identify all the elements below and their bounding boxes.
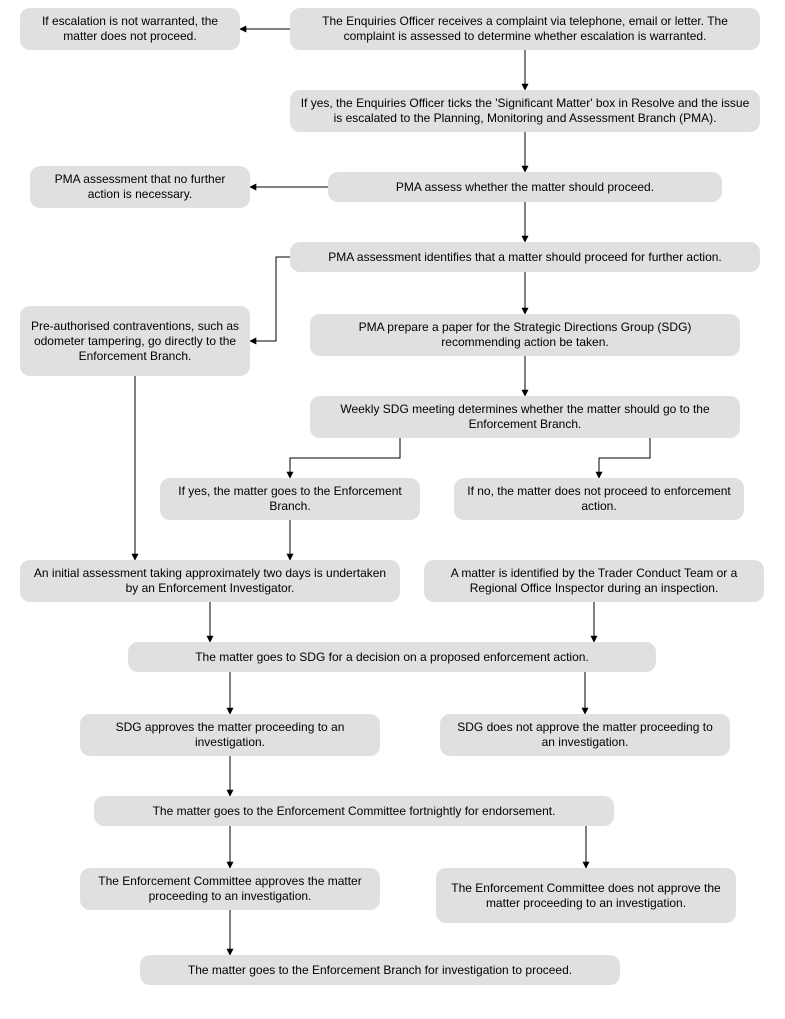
- node-label: If yes, the matter goes to the Enforceme…: [170, 484, 410, 514]
- flowchart-edge: [599, 438, 650, 478]
- node-label: If no, the matter does not proceed to en…: [464, 484, 734, 514]
- node-label: If escalation is not warranted, the matt…: [30, 14, 230, 44]
- flowchart-node: An initial assessment taking approximate…: [20, 560, 400, 602]
- node-label: The Enforcement Committee approves the m…: [90, 874, 370, 904]
- node-label: The matter goes to the Enforcement Branc…: [188, 963, 572, 978]
- node-label: PMA assess whether the matter should pro…: [396, 180, 654, 195]
- node-label: If yes, the Enquiries Officer ticks the …: [300, 96, 750, 126]
- node-label: A matter is identified by the Trader Con…: [434, 566, 754, 596]
- flowchart-node: The matter goes to the Enforcement Branc…: [140, 955, 620, 985]
- flowchart-node: A matter is identified by the Trader Con…: [424, 560, 764, 602]
- flowchart-node: Weekly SDG meeting determines whether th…: [310, 396, 740, 438]
- node-label: PMA assessment identifies that a matter …: [328, 250, 722, 265]
- flowchart-node: The Enforcement Committee approves the m…: [80, 868, 380, 910]
- node-label: PMA assessment that no further action is…: [40, 172, 240, 202]
- flowchart-node: If no, the matter does not proceed to en…: [454, 478, 744, 520]
- flowchart-node: SDG does not approve the matter proceedi…: [440, 714, 730, 756]
- node-label: SDG does not approve the matter proceedi…: [450, 720, 720, 750]
- node-label: Pre-authorised contraventions, such as o…: [30, 319, 240, 364]
- flowchart-node: The matter goes to the Enforcement Commi…: [94, 796, 614, 826]
- flowchart-edge: [290, 438, 400, 478]
- node-label: The Enforcement Committee does not appro…: [446, 881, 726, 911]
- flowchart-node: SDG approves the matter proceeding to an…: [80, 714, 380, 756]
- node-label: SDG approves the matter proceeding to an…: [90, 720, 370, 750]
- flowchart-canvas: The Enquiries Officer receives a complai…: [0, 0, 785, 1019]
- flowchart-node: If yes, the Enquiries Officer ticks the …: [290, 90, 760, 132]
- node-label: The Enquiries Officer receives a complai…: [300, 14, 750, 44]
- flowchart-node: The Enforcement Committee does not appro…: [436, 868, 736, 923]
- flowchart-node: PMA assessment identifies that a matter …: [290, 242, 760, 272]
- flowchart-node: If escalation is not warranted, the matt…: [20, 8, 240, 50]
- flowchart-node: The Enquiries Officer receives a complai…: [290, 8, 760, 50]
- flowchart-node: Pre-authorised contraventions, such as o…: [20, 306, 250, 376]
- node-label: The matter goes to the Enforcement Commi…: [153, 804, 556, 819]
- node-label: An initial assessment taking approximate…: [30, 566, 390, 596]
- flowchart-node: If yes, the matter goes to the Enforceme…: [160, 478, 420, 520]
- flowchart-node: The matter goes to SDG for a decision on…: [128, 642, 656, 672]
- node-label: Weekly SDG meeting determines whether th…: [320, 402, 730, 432]
- node-label: The matter goes to SDG for a decision on…: [195, 650, 589, 665]
- flowchart-node: PMA prepare a paper for the Strategic Di…: [310, 314, 740, 356]
- flowchart-edge: [250, 257, 290, 341]
- flowchart-node: PMA assess whether the matter should pro…: [328, 172, 722, 202]
- node-label: PMA prepare a paper for the Strategic Di…: [320, 320, 730, 350]
- flowchart-node: PMA assessment that no further action is…: [30, 166, 250, 208]
